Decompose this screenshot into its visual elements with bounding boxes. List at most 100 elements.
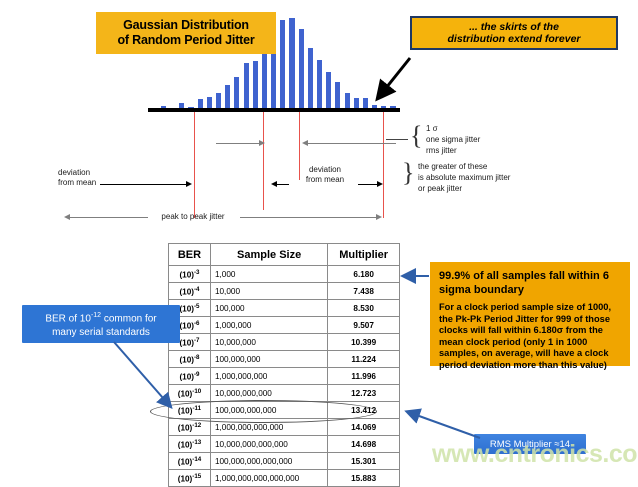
deviation-right-line-left — [277, 184, 289, 185]
histogram-bar — [344, 92, 350, 110]
histogram-bar — [215, 92, 222, 110]
brace-bottom-line2: is absolute maximum jitter — [418, 173, 511, 182]
cell-ber: (10)-14 — [168, 452, 211, 470]
six-sigma-callout-heading: 99.9% of all samples fall within 6 sigma… — [439, 270, 609, 296]
histogram-bar — [206, 96, 212, 110]
histogram-bar — [243, 62, 249, 110]
table-row[interactable]: (10)-8 100,000,000 11.224 — [168, 350, 400, 368]
histogram-bar — [280, 19, 286, 110]
skirts-callout: ... the skirts of the distribution exten… — [410, 16, 618, 50]
cell-sample-size: 10,000,000,000 — [209, 384, 329, 402]
histogram-bar — [307, 47, 313, 110]
histogram-bar — [261, 42, 268, 110]
title-callout: Gaussian Distribution of Random Period J… — [96, 12, 276, 54]
histogram-bar — [271, 32, 277, 110]
cell-sample-size: 100,000,000 — [209, 350, 329, 368]
cell-sample-size: 1,000,000,000 — [209, 367, 329, 385]
sigma-span-right-arrowhead — [302, 139, 308, 146]
peak-to-peak-arrowhead-right — [376, 213, 382, 220]
histogram-bar — [362, 97, 369, 110]
sigma-line-plus3 — [383, 112, 384, 218]
peak-to-peak-line-left — [70, 217, 148, 218]
sigma-span-right-line — [308, 143, 396, 144]
histogram-bar — [252, 61, 258, 110]
col-header-sample-size: Sample Size — [209, 243, 329, 266]
rms-multiplier-label: RMS Multiplier ≈14 — [489, 438, 571, 450]
histogram-bar — [298, 29, 304, 110]
brace-top-line1: 1 σ — [426, 124, 438, 133]
histogram-bar — [234, 77, 240, 110]
col-header-multiplier: Multiplier — [327, 243, 400, 266]
cell-multiplier: 11.996 — [327, 367, 400, 385]
cell-multiplier: 7.438 — [327, 282, 400, 300]
cell-multiplier: 15.301 — [327, 452, 400, 470]
six-sigma-callout-body: For a clock period sample size of 1000, … — [439, 302, 612, 370]
cell-multiplier: 10.399 — [327, 333, 400, 351]
cell-sample-size: 100,000,000,000,000 — [209, 452, 329, 470]
title-callout-line1: Gaussian Distribution — [123, 18, 249, 32]
skirts-pointer-arrow — [375, 57, 412, 102]
table-row[interactable]: (10)-5 100,000 8.530 — [168, 299, 400, 317]
cell-sample-size: 10,000,000,000,000 — [209, 435, 329, 453]
histogram-bar — [289, 17, 295, 110]
jitter-histogram — [150, 14, 398, 110]
sigma-line-mean — [299, 112, 300, 180]
cell-sample-size: 1,000,000 — [209, 316, 329, 334]
deviation-left-arrowhead — [186, 180, 192, 187]
ber-multiplier-table: BER Sample Size Multiplier (10)-3 1,000 6.… — [168, 243, 400, 487]
brace-top-icon: { — [410, 121, 423, 150]
table-body: (10)-3 1,000 6.180 (10)-4 10,000 7.438 (10)-5 1… — [168, 265, 400, 487]
table-row[interactable]: (10)-6 1,000,000 9.507 — [168, 316, 400, 334]
table-row[interactable]: (10)-9 1,000,000,000 11.996 — [168, 367, 400, 385]
brace-bottom-icon: } — [402, 158, 415, 187]
cell-multiplier: 8.530 — [327, 299, 400, 317]
histogram-bar — [326, 71, 332, 110]
histogram-baseline — [148, 108, 400, 112]
brace-bottom-line3: or peak jitter — [418, 184, 463, 193]
cell-sample-size: 1,000 — [209, 265, 329, 283]
table-row[interactable]: (10)-15 1,000,000,000,000,000 15.883 — [168, 469, 400, 487]
histogram-bar — [316, 60, 323, 110]
deviation-left-label: deviation from mean — [58, 168, 97, 187]
table-header-row: BER Sample Size Multiplier — [168, 243, 400, 266]
peak-to-peak-label: peak to peak jitter — [161, 212, 225, 221]
histogram-bar — [179, 103, 185, 110]
skirts-callout-line2: distribution extend forever — [447, 33, 581, 45]
cell-multiplier: 11.224 — [327, 350, 400, 368]
highlight-ellipse-ber-12 — [150, 400, 377, 423]
deviation-right-arrowhead-left — [271, 180, 277, 187]
histogram-bar — [197, 99, 203, 110]
cell-sample-size: 1,000,000,000,000,000 — [209, 469, 329, 487]
six-sigma-pointer-arrow — [400, 268, 429, 284]
cell-sample-size: 100,000 — [209, 299, 329, 317]
deviation-left-line-b — [130, 184, 186, 185]
table-row[interactable]: (10)-12 1,000,000,000,000 14.069 — [168, 418, 400, 436]
site-watermark: www.cntronics.com — [432, 440, 638, 468]
histogram-bar — [225, 85, 231, 110]
ber-callout-line2: many serial standards — [52, 326, 150, 338]
ber-pointer-arrow — [113, 341, 173, 410]
cell-multiplier: 9.507 — [327, 316, 400, 334]
table-row[interactable]: (10)-14 100,000,000,000,000 15.301 — [168, 452, 400, 470]
ber-callout-line1: BER of 10-12 common for — [45, 312, 157, 325]
cell-multiplier: 15.883 — [327, 469, 400, 487]
sigma-span-left-arrowhead — [259, 139, 265, 146]
cell-multiplier: 14.069 — [327, 418, 400, 436]
cell-sample-size: 10,000 — [209, 282, 329, 300]
table-row[interactable]: (10)-10 10,000,000,000 12.723 — [168, 384, 400, 402]
deviation-right-arrowhead-right — [377, 180, 383, 187]
brace-top-line3: rms jitter — [426, 146, 457, 155]
cell-ber: (10)-3 — [168, 265, 211, 283]
six-sigma-callout: 99.9% of all samples fall within 6 sigma… — [430, 262, 630, 370]
brace-top-line2: one sigma jitter — [426, 135, 481, 144]
deviation-right-line-right — [358, 184, 378, 185]
cell-multiplier: 14.698 — [327, 435, 400, 453]
histogram-bar — [335, 82, 341, 110]
cell-ber: (10)-15 — [168, 469, 211, 487]
rms-pointer-arrow — [404, 408, 481, 439]
peak-to-peak-line-right — [240, 217, 376, 218]
table-row[interactable]: (10)-4 10,000 7.438 — [168, 282, 400, 300]
table-row[interactable]: (10)-7 10,000,000 10.399 — [168, 333, 400, 351]
table-row[interactable]: (10)-3 1,000 6.180 — [168, 265, 400, 283]
table-row[interactable]: (10)-13 10,000,000,000,000 14.698 — [168, 435, 400, 453]
